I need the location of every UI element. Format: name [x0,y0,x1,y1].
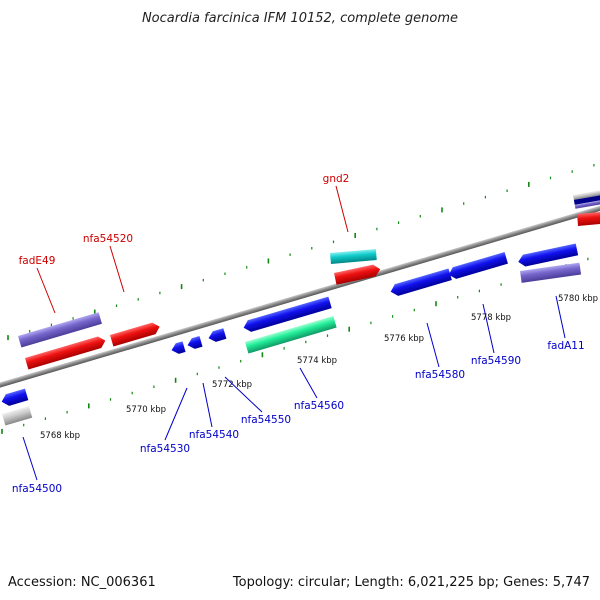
gene-fadA11-purple[interactable] [520,262,582,283]
gene-label-nfa54540[interactable]: nfa54540 [189,429,239,441]
gene-nfa54500-grey[interactable] [2,406,33,426]
gene-nfa54550[interactable] [207,328,227,343]
kbp-label-5776: 5776 kbp [384,334,424,344]
map-title: Nocardia farcinica IFM 10152, complete g… [142,11,458,26]
gene-label-gnd2[interactable]: gnd2 [323,173,350,185]
gene-label-nfa54590[interactable]: nfa54590 [471,355,521,367]
gene-label-nfa54560[interactable]: nfa54560 [294,400,344,412]
kbp-label-5770: 5770 kbp [126,405,166,415]
gene-fadA11[interactable] [517,243,579,268]
genome-summary-text: Topology: circular; Length: 6,021,225 bp… [232,575,590,590]
gene-fadE49-red[interactable] [25,335,107,370]
accession-text: Accession: NC_006361 [8,575,156,590]
gene-nfa54590[interactable] [447,252,508,280]
gene-nfa54500[interactable] [0,388,29,408]
gene-label-nfa54580[interactable]: nfa54580 [415,369,465,381]
gene-label-fadE49[interactable]: fadE49 [19,255,56,267]
kbp-label-5772: 5772 kbp [212,380,252,390]
gene-gnd2[interactable] [334,263,381,285]
gene-nfa54560-teal[interactable] [245,316,337,354]
kbp-label-5778: 5778 kbp [471,313,511,323]
gene-label-nfa54520[interactable]: nfa54520 [83,233,133,245]
gene-label-nfa54500[interactable]: nfa54500 [12,483,62,495]
gene-nfa54520[interactable] [110,321,161,347]
gene-nfa54580[interactable] [389,268,452,297]
kbp-label-5780: 5780 kbp [558,294,598,304]
gene-label-nfa54550[interactable]: nfa54550 [241,414,291,426]
gene-gnd2-cyan[interactable] [330,248,377,264]
position-ticks [1,164,595,434]
gene-label-fadA11[interactable]: fadA11 [547,340,584,352]
genome-backbone [0,199,600,391]
label-leader-lines [22,185,566,481]
gene-right-edge-top[interactable] [573,189,600,209]
kbp-label-5774: 5774 kbp [297,356,337,366]
gene-label-nfa54530[interactable]: nfa54530 [140,443,190,455]
kbp-label-5768: 5768 kbp [40,431,80,441]
gene-nfa54530[interactable] [170,341,186,355]
gene-nfa54560[interactable] [242,296,332,334]
gene-right-edge-red[interactable] [577,211,600,226]
gene-nfa54540[interactable] [186,336,203,351]
gene-fadE49[interactable] [18,312,102,348]
